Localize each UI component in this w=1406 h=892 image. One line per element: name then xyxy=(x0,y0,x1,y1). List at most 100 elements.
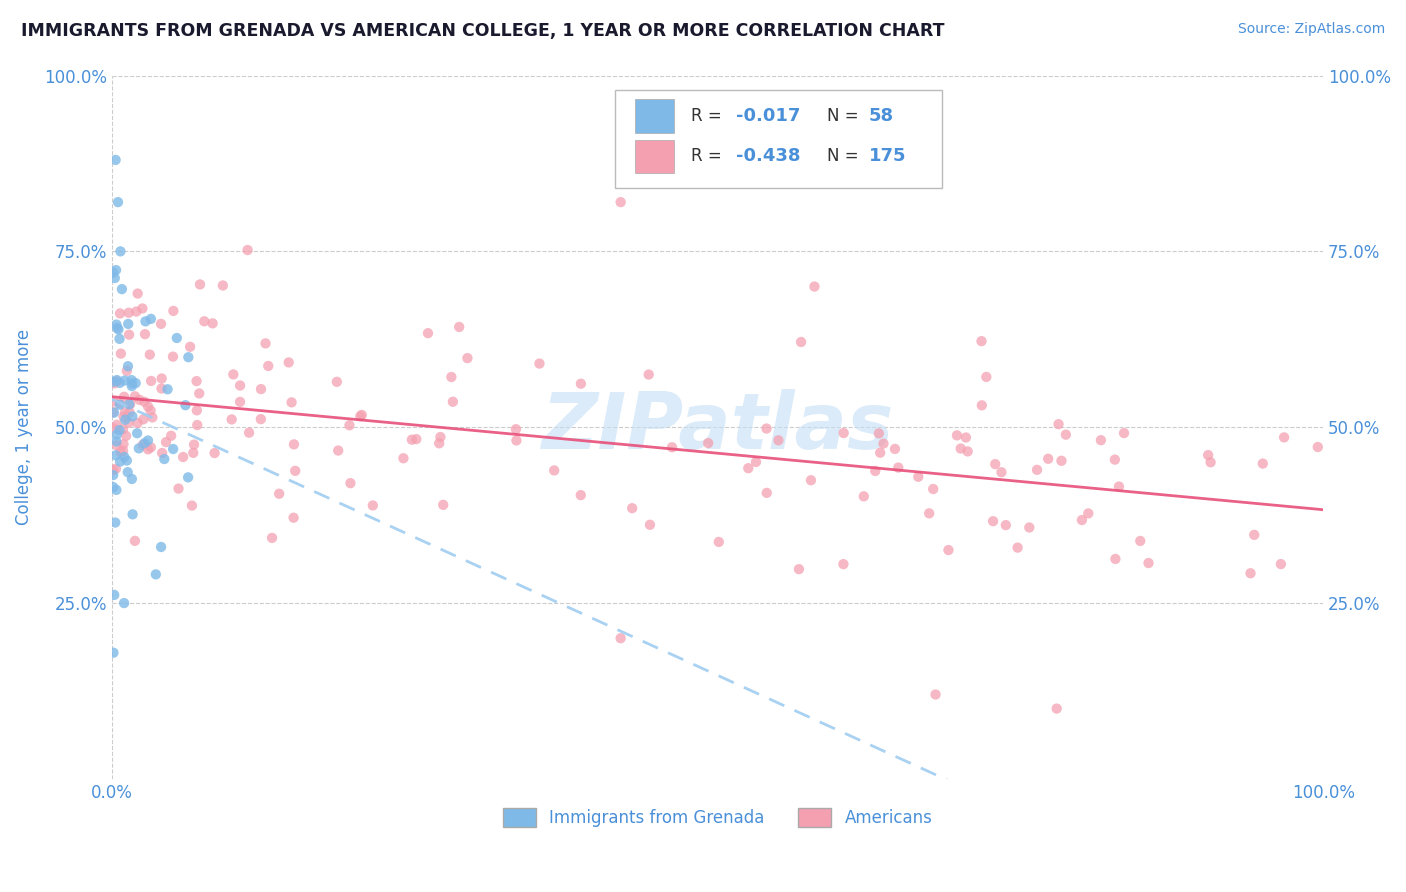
Point xyxy=(1050,454,1073,468)
Point xyxy=(112,437,135,451)
Point xyxy=(112,443,135,458)
Point xyxy=(121,508,143,522)
Point xyxy=(441,394,464,409)
Point xyxy=(104,153,127,167)
Point xyxy=(125,304,148,318)
Point xyxy=(183,437,205,451)
Point xyxy=(134,314,156,328)
Point xyxy=(637,368,659,382)
Point xyxy=(283,510,305,524)
Point xyxy=(392,451,415,466)
Point xyxy=(127,426,149,441)
Point xyxy=(229,378,252,392)
Point xyxy=(832,557,855,571)
Point xyxy=(621,501,644,516)
Point xyxy=(924,688,946,702)
Point xyxy=(432,498,454,512)
Point xyxy=(569,376,592,391)
Point xyxy=(121,472,143,486)
Point xyxy=(115,364,138,378)
Point xyxy=(277,355,299,369)
Point xyxy=(103,394,125,409)
Point xyxy=(956,444,979,458)
Point xyxy=(134,327,156,342)
Point xyxy=(609,195,631,210)
Point xyxy=(768,434,790,448)
Point xyxy=(118,397,141,411)
Point xyxy=(416,326,439,341)
Point xyxy=(661,440,683,454)
Point xyxy=(117,359,139,374)
Point xyxy=(105,318,128,332)
Point xyxy=(118,416,141,430)
Point xyxy=(755,486,778,500)
Y-axis label: College, 1 year or more: College, 1 year or more xyxy=(15,329,32,525)
Point xyxy=(174,398,197,412)
Point xyxy=(160,429,183,443)
Point xyxy=(1090,433,1112,447)
Point xyxy=(121,376,143,391)
Point xyxy=(250,382,273,396)
Point xyxy=(108,306,131,320)
Point xyxy=(105,373,128,387)
Point xyxy=(803,279,825,293)
Point xyxy=(887,460,910,475)
Point xyxy=(427,436,450,450)
Point xyxy=(112,450,135,464)
Point xyxy=(121,379,143,393)
Point xyxy=(922,482,945,496)
Point xyxy=(103,376,125,391)
Point xyxy=(1036,451,1059,466)
Point xyxy=(1270,557,1292,571)
Point xyxy=(108,398,131,412)
Point xyxy=(872,436,894,450)
Point xyxy=(981,514,1004,528)
Point xyxy=(755,421,778,435)
Point xyxy=(105,427,128,442)
Point xyxy=(177,470,200,484)
Point xyxy=(221,412,243,426)
Point xyxy=(103,266,125,280)
Point xyxy=(108,396,131,410)
Point xyxy=(339,476,361,491)
Point xyxy=(139,374,162,388)
Point xyxy=(1070,513,1092,527)
Point xyxy=(127,286,149,301)
Text: Source: ZipAtlas.com: Source: ZipAtlas.com xyxy=(1237,22,1385,37)
Point xyxy=(172,450,194,464)
Point xyxy=(118,306,141,320)
Point xyxy=(990,465,1012,479)
Point xyxy=(110,346,132,360)
Point xyxy=(869,445,891,459)
Point xyxy=(1243,528,1265,542)
Point xyxy=(737,461,759,475)
Point xyxy=(132,438,155,452)
Point xyxy=(136,434,159,448)
Point xyxy=(103,588,125,602)
Point xyxy=(150,317,173,331)
Point xyxy=(104,271,127,285)
Point xyxy=(124,389,146,403)
Point xyxy=(505,434,527,448)
Point xyxy=(155,435,177,450)
Point xyxy=(115,453,138,467)
Point xyxy=(800,473,823,487)
Point xyxy=(440,370,463,384)
Point xyxy=(103,405,125,419)
Point xyxy=(250,412,273,426)
Point xyxy=(132,412,155,426)
Point xyxy=(105,263,128,277)
Point xyxy=(790,334,813,349)
Point xyxy=(104,516,127,530)
Point xyxy=(136,442,159,457)
Point xyxy=(1199,455,1222,469)
Point xyxy=(229,395,252,409)
Text: 58: 58 xyxy=(869,107,894,125)
Point xyxy=(103,375,125,389)
Legend: Immigrants from Grenada, Americans: Immigrants from Grenada, Americans xyxy=(496,801,939,834)
Point xyxy=(114,405,136,419)
Point xyxy=(222,368,245,382)
Point xyxy=(1046,701,1069,715)
Point xyxy=(1239,566,1261,581)
Point xyxy=(1104,552,1126,566)
